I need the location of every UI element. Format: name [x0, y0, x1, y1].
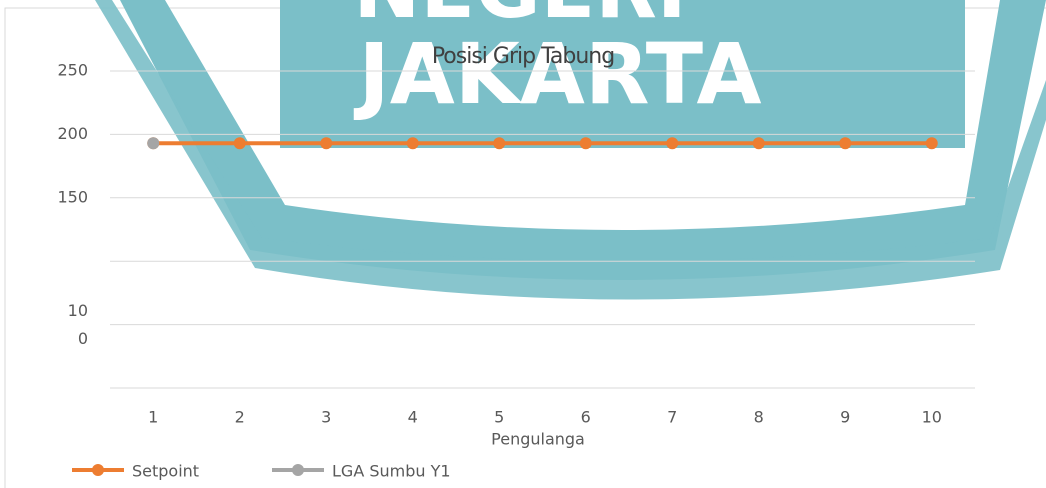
x-tick-label: 7	[667, 408, 677, 427]
data-point	[752, 137, 765, 150]
x-tick-label: 10	[922, 408, 942, 427]
watermark-shapes	[95, 0, 1046, 300]
data-point	[320, 137, 333, 150]
x-tick-label: 8	[754, 408, 764, 427]
data-point	[666, 137, 679, 150]
data-point	[406, 137, 419, 150]
data-point	[925, 137, 938, 150]
x-tick-label: 2	[235, 408, 245, 427]
x-tick-label: 6	[581, 408, 591, 427]
x-axis-label: Pengulanga	[491, 430, 585, 449]
x-tick-label: 5	[494, 408, 504, 427]
data-point	[233, 137, 246, 150]
y-tick-label: 200	[57, 124, 88, 143]
x-tick-label: 3	[321, 408, 331, 427]
data-point	[839, 137, 852, 150]
data-point	[493, 137, 506, 150]
y-tick-label: 10 0	[67, 300, 88, 348]
y-tick-label: 250	[57, 61, 88, 80]
y-tick-label: 150	[57, 187, 88, 206]
chart-title: Posisi Grip Tabung	[432, 44, 614, 69]
data-point	[147, 137, 160, 150]
data-point	[579, 137, 592, 150]
legend-label: Setpoint	[132, 462, 199, 481]
x-tick-label: 1	[148, 408, 158, 427]
watermark-text: NEGERI	[353, 0, 686, 36]
x-tick-label: 4	[408, 408, 418, 427]
legend-label: LGA Sumbu Y1	[332, 462, 451, 481]
x-tick-label: 9	[840, 408, 850, 427]
watermark-text: JAKARTA	[353, 25, 761, 123]
legend-marker	[92, 464, 104, 476]
legend-marker	[292, 464, 304, 476]
